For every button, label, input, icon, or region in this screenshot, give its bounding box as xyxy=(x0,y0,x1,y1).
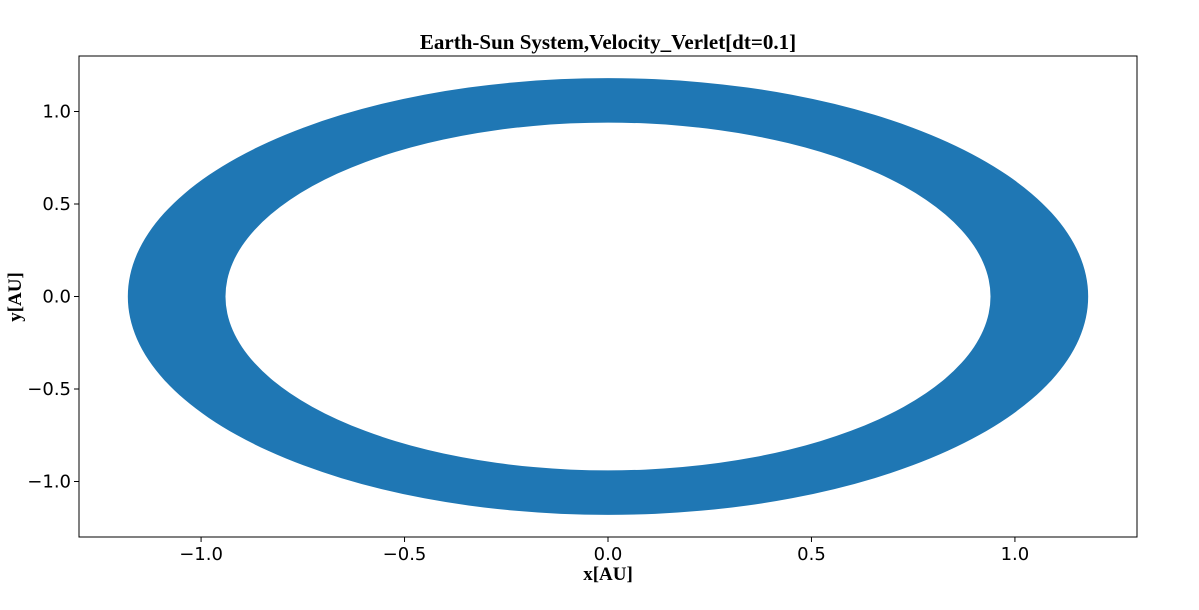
y-axis-label: y[AU] xyxy=(5,272,26,322)
x-tick-label: 1.0 xyxy=(1001,544,1030,565)
x-tick-label: 0.0 xyxy=(594,544,623,565)
plot-area xyxy=(127,78,1089,515)
x-tick-label: −0.5 xyxy=(383,544,427,565)
y-tick-label: −1.0 xyxy=(27,472,71,493)
x-tick-label: −1.0 xyxy=(179,544,223,565)
x-axis-label: x[AU] xyxy=(583,564,633,585)
plot-frame xyxy=(78,55,1138,538)
y-tick-label: 0.0 xyxy=(42,287,71,308)
x-axis: −1.0 −0.5 0.0 0.5 1.0 xyxy=(179,537,1029,565)
chart-title: Earth-Sun System,Velocity_Verlet[dt=0.1] xyxy=(420,30,796,54)
y-tick-label: −0.5 xyxy=(27,379,71,400)
x-tick-label: 0.5 xyxy=(797,544,826,565)
y-axis: −1.0 −0.5 0.0 0.5 1.0 xyxy=(27,102,79,493)
orbit-band xyxy=(127,78,1089,515)
y-tick-label: 0.5 xyxy=(42,194,71,215)
y-tick-label: 1.0 xyxy=(42,102,71,123)
